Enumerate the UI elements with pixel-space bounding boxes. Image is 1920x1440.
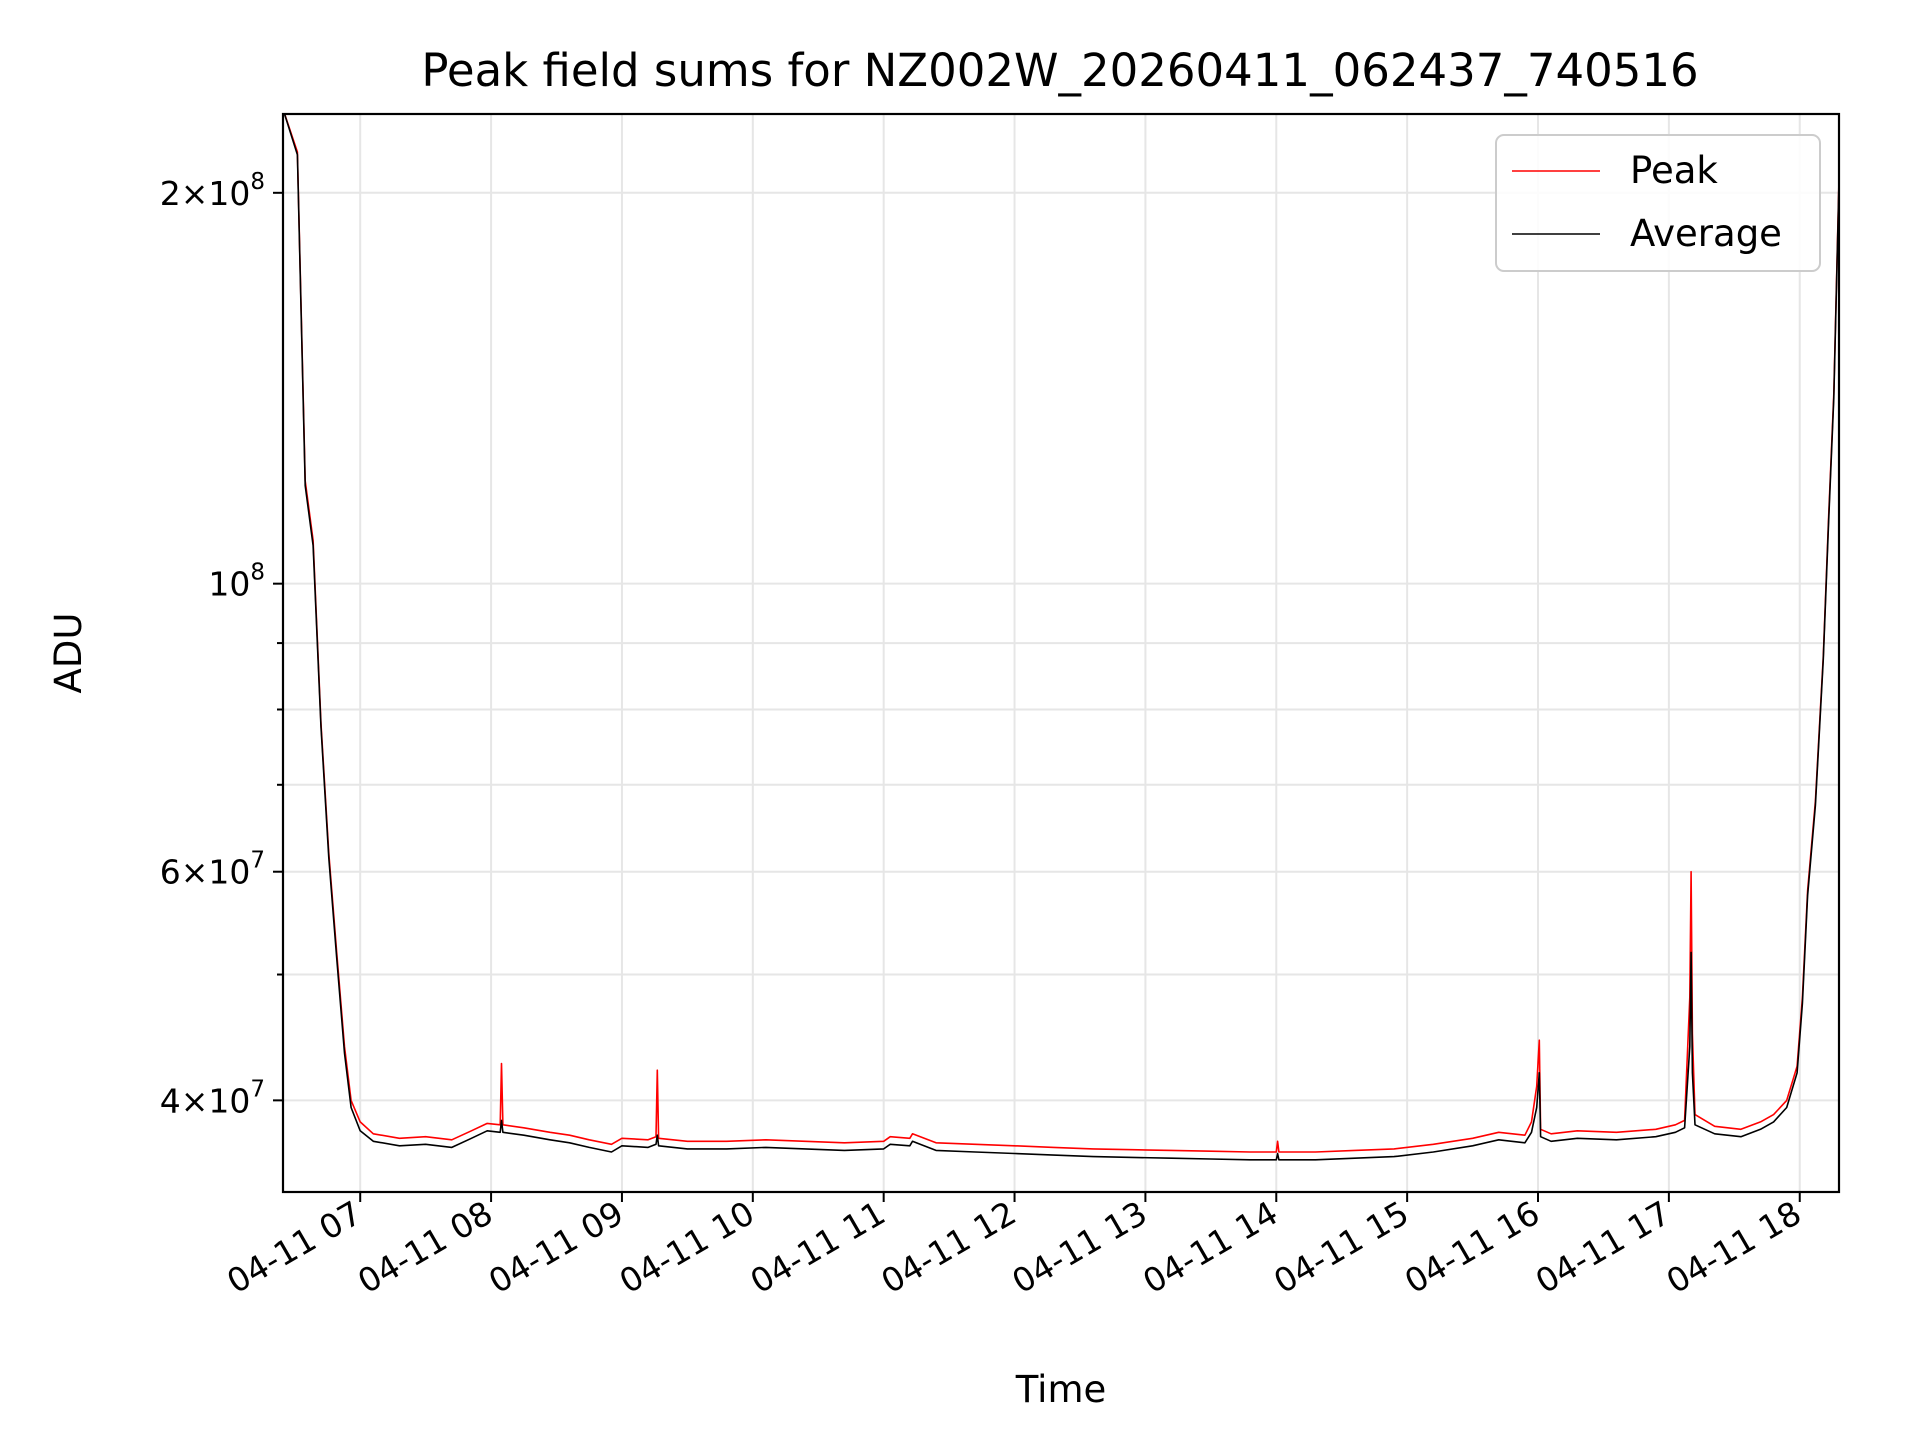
y-tick-label: 108 bbox=[208, 560, 265, 604]
plot-frame bbox=[281, 112, 1841, 1194]
legend-box bbox=[1495, 134, 1821, 272]
y-tick-label: 6×107 bbox=[160, 848, 265, 892]
y-tick-label: 2×108 bbox=[160, 169, 265, 213]
chart-title: Peak field sums for NZ002W_20260411_0624… bbox=[421, 44, 1698, 97]
plot-series bbox=[283, 114, 1839, 1161]
legend: Peak Average bbox=[1495, 134, 1821, 272]
series-line-average bbox=[283, 114, 1839, 1161]
legend-average-label: Average bbox=[1630, 212, 1782, 255]
y-axis-label: ADU bbox=[47, 613, 90, 694]
y-tick-label: 4×107 bbox=[160, 1076, 265, 1120]
x-axis-label: Time bbox=[1015, 1368, 1107, 1411]
legend-peak-label: Peak bbox=[1630, 149, 1718, 192]
y-axis: 4×107 6×107 108 2×108 bbox=[160, 169, 283, 1120]
